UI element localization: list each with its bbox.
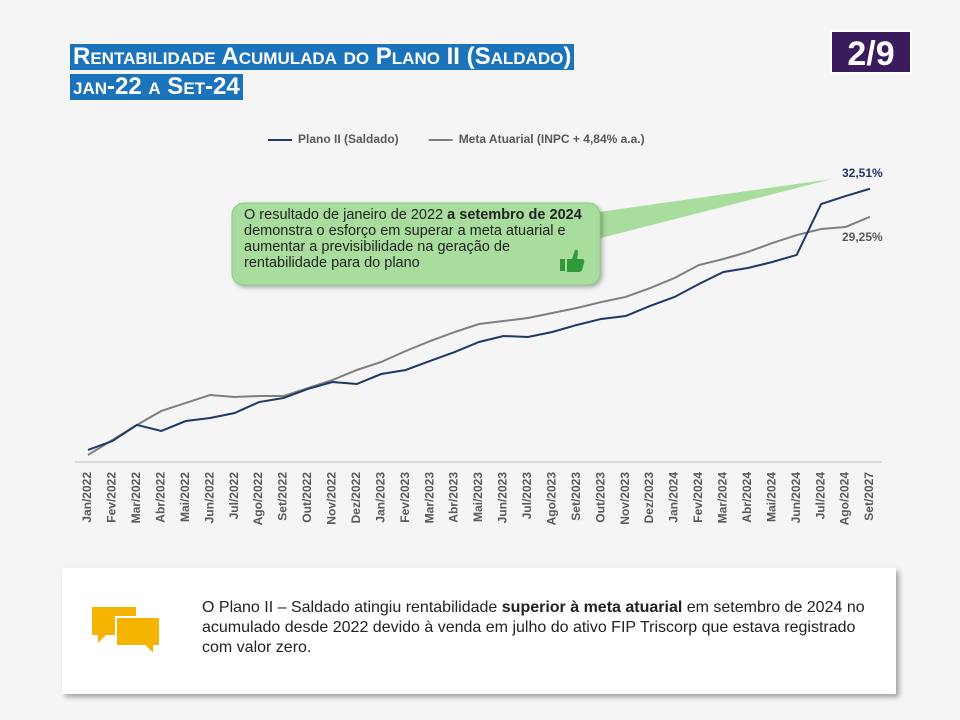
series-line xyxy=(87,187,871,451)
x-tick-label: Set/2023 xyxy=(569,472,583,521)
x-tick-label: Set/2027 xyxy=(862,472,876,521)
x-tick-label: Abr/2024 xyxy=(740,472,754,523)
note-bold: superior à meta atuarial xyxy=(501,599,683,616)
callout-pointer xyxy=(585,179,832,242)
x-tick-label: Ago/2024 xyxy=(838,472,852,526)
x-tick-label: Mai/2024 xyxy=(764,472,778,522)
value-label: 29,25% xyxy=(842,230,883,244)
chart-title: Rentabilidade Acumulada do Plano II (Sal… xyxy=(70,44,575,70)
annotation-text: demonstra o esforço em superar a meta at… xyxy=(244,223,566,271)
x-tick-label: Mar/2024 xyxy=(716,472,730,524)
thumbs-up-icon xyxy=(560,249,585,272)
annotation-bold: a setembro de 2024 xyxy=(447,207,582,223)
note-text: em setembro de 2024 no acumulado desde 2… xyxy=(202,599,865,656)
x-tick-label: Mai/2022 xyxy=(178,472,192,522)
x-tick-label: Dez/2022 xyxy=(349,472,363,524)
x-tick-label: Nov/2023 xyxy=(618,472,632,525)
x-tick-label: Jul/2022 xyxy=(227,472,241,520)
x-tick-label: Mai/2023 xyxy=(471,472,485,522)
value-label: 32,51% xyxy=(842,166,883,180)
x-tick-label: Fev/2023 xyxy=(398,472,412,523)
x-tick-label: Fev/2022 xyxy=(105,472,119,523)
x-tick-label: Jan/2023 xyxy=(373,472,387,523)
x-tick-label: Out/2022 xyxy=(300,472,314,523)
x-tick-label: Mar/2022 xyxy=(129,472,143,524)
note-text: O Plano II – Saldado atingiu rentabilida… xyxy=(202,599,502,616)
annotation: O resultado de janeiro de 2022 a setembr… xyxy=(244,207,590,271)
x-tick-label: Abr/2022 xyxy=(153,472,167,523)
x-tick-label: Ago/2023 xyxy=(544,472,558,526)
callout-box xyxy=(231,202,601,286)
x-tick-label: Ago/2022 xyxy=(251,472,265,526)
x-tick-label: Mar/2023 xyxy=(422,472,436,524)
x-tick-label: Set/2022 xyxy=(276,472,290,521)
note-box xyxy=(62,568,896,694)
x-tick-label: Abr/2023 xyxy=(447,472,461,523)
series-line xyxy=(87,215,871,456)
x-tick-label: Jan/2024 xyxy=(667,472,681,523)
x-tick-label: Nov/2022 xyxy=(325,472,339,525)
x-tick-label: Jun/2022 xyxy=(202,472,216,524)
x-tick-label: Jul/2024 xyxy=(813,472,827,520)
x-tick-label: Dez/2023 xyxy=(642,472,656,524)
legend-label: Meta Atuarial (INPC + 4,84% a.a.) xyxy=(459,132,645,146)
x-tick-label: Jun/2024 xyxy=(789,472,803,524)
note: O Plano II – Saldado atingiu rentabilida… xyxy=(202,598,872,658)
x-tick-label: Jan/2022 xyxy=(80,472,94,523)
x-tick-label: Jul/2023 xyxy=(520,472,534,520)
annotation-text: O resultado de janeiro de 2022 xyxy=(244,207,448,223)
x-tick-label: Jun/2023 xyxy=(496,472,510,524)
x-tick-label: Out/2023 xyxy=(593,472,607,523)
chart-subtitle: jan-22 a Set-24 xyxy=(70,74,243,100)
legend-label: Plano II (Saldado) xyxy=(298,132,399,146)
page-badge: 2/9 xyxy=(830,30,912,74)
chat-icon xyxy=(92,607,161,658)
x-tick-label: Fev/2024 xyxy=(691,472,705,523)
